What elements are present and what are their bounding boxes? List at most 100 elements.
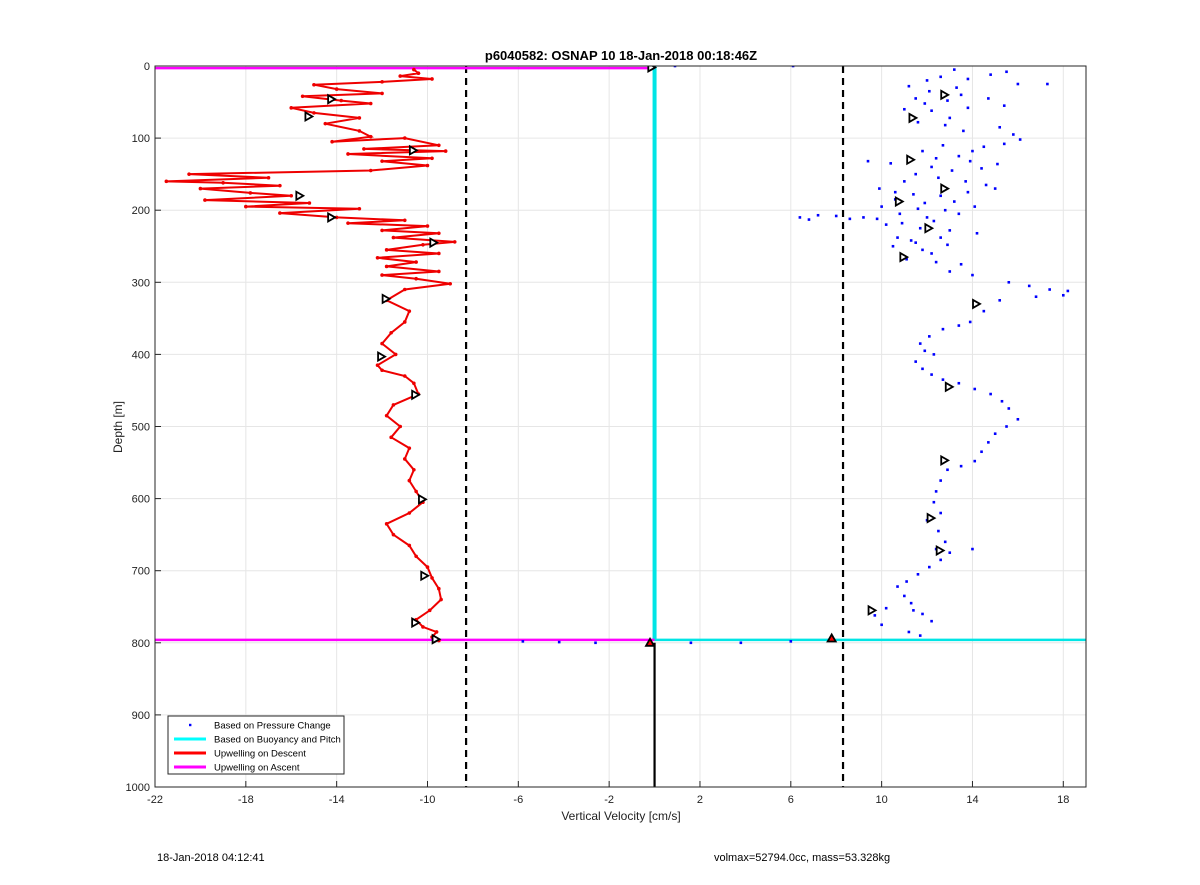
pressure-point <box>928 335 931 338</box>
pressure-point <box>939 194 942 198</box>
pressure-point <box>957 324 961 327</box>
pressure-point <box>971 149 974 153</box>
pressure-point <box>928 89 931 93</box>
x-tick-label: 14 <box>966 794 978 806</box>
descent-point <box>203 198 207 202</box>
legend-entry-label: Upwelling on Descent <box>214 749 306 760</box>
pressure-point <box>943 540 947 544</box>
descent-point <box>437 231 441 236</box>
pressure-point <box>930 252 933 255</box>
pressure-point <box>948 551 952 554</box>
legend-box <box>167 715 345 775</box>
descent-point <box>437 586 441 591</box>
descent-point <box>380 159 384 163</box>
pressure-point <box>973 387 977 391</box>
pressure-point <box>939 75 942 79</box>
pressure-point <box>948 229 952 232</box>
pressure-point <box>1018 138 1022 141</box>
pressure-point <box>982 309 986 313</box>
pressure-point <box>862 216 865 219</box>
pressure-point <box>921 248 924 252</box>
descent-point <box>407 543 412 548</box>
descent-point <box>384 248 389 252</box>
descent-point <box>289 106 294 110</box>
pressure-point <box>896 236 899 239</box>
descent-point <box>407 511 412 515</box>
triangle-marker <box>420 570 431 582</box>
pressure-point <box>912 193 915 196</box>
descent-point <box>448 281 452 286</box>
pressure-point <box>975 231 979 235</box>
descent-point <box>346 152 350 156</box>
triangle-marker <box>411 617 421 629</box>
descent-point <box>380 273 384 277</box>
pressure-point <box>521 640 525 643</box>
descent-point <box>391 403 396 407</box>
pressure-point <box>957 212 961 216</box>
triangle-marker <box>644 636 656 647</box>
pressure-point <box>934 156 938 160</box>
pressure-point <box>1005 70 1008 74</box>
descent-point <box>266 175 271 180</box>
triangle-marker <box>295 190 306 202</box>
triangle-marker <box>906 154 916 166</box>
pressure-point <box>914 172 917 176</box>
triangle-marker <box>940 183 951 195</box>
pressure-point <box>873 614 877 617</box>
pressure-point <box>1048 288 1051 291</box>
pressure-point <box>1000 399 1004 403</box>
pressure-point <box>816 213 820 217</box>
descent-point <box>330 139 334 144</box>
pressure-point <box>918 226 922 230</box>
pressure-point <box>930 109 933 113</box>
pressure-point <box>937 176 940 180</box>
pressure-point <box>880 623 883 627</box>
pressure-point <box>948 116 952 120</box>
pressure-point <box>939 558 942 562</box>
pressure-point <box>1046 82 1049 86</box>
descent-point <box>407 446 412 450</box>
descent-point <box>402 218 407 223</box>
legend-entry-label: Based on Buoyancy and Pitch <box>214 735 341 746</box>
pressure-point <box>984 183 988 187</box>
x-tick-label: -22 <box>147 794 163 806</box>
y-tick-label: 500 <box>132 422 150 434</box>
triangle-marker <box>924 222 935 234</box>
pressure-point <box>955 86 958 89</box>
pressure-point <box>834 214 838 218</box>
pressure-point <box>943 208 947 212</box>
pressure-point <box>798 216 802 219</box>
triangle-marker <box>377 351 387 363</box>
legend-swatch <box>189 723 192 727</box>
pressure-point <box>989 392 992 396</box>
descent-point <box>430 156 434 161</box>
pressure-point <box>557 640 561 644</box>
triangle-marker <box>327 211 337 223</box>
y-tick-label: 400 <box>132 349 150 361</box>
y-tick-label: 800 <box>132 638 150 650</box>
pressure-point <box>893 190 897 194</box>
descent-point <box>307 201 312 205</box>
pressure-point <box>918 342 922 345</box>
pressure-point <box>923 102 927 105</box>
pressure-point <box>957 154 961 158</box>
descent-point <box>421 625 425 629</box>
descent-point <box>278 211 282 215</box>
pressure-point <box>946 468 949 472</box>
descent-point <box>221 181 225 185</box>
axes: -22 -18 -14 -10 -6 -2 2 6 10 14 180100200300400500… <box>126 61 1087 806</box>
descent-point <box>398 74 403 78</box>
pressure-point <box>934 260 938 264</box>
descent-point <box>402 374 407 378</box>
pressure-point <box>993 187 997 190</box>
pressure-point <box>1066 289 1070 293</box>
pressure-point <box>807 218 811 221</box>
descent-point <box>402 136 407 140</box>
pressure-point <box>973 459 977 463</box>
descent-point <box>334 87 339 91</box>
descent-point <box>248 191 253 195</box>
pressure-point <box>957 381 961 385</box>
descent-point <box>407 309 412 313</box>
grid-lines <box>154 65 1086 788</box>
descent-point <box>312 111 316 115</box>
